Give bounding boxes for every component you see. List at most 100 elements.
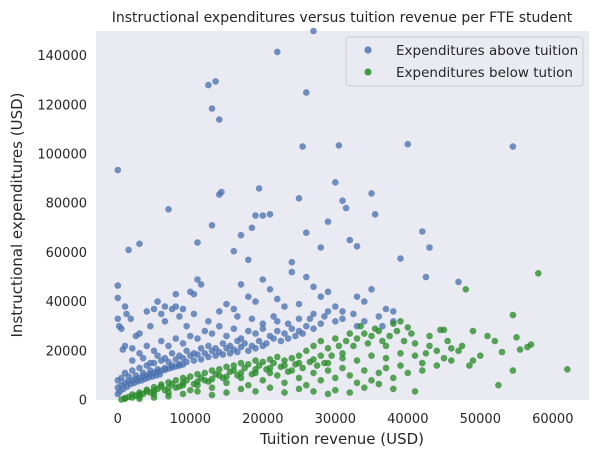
data-point (252, 388, 259, 395)
data-point (158, 381, 165, 388)
data-point (368, 332, 375, 340)
data-point (368, 377, 375, 384)
data-point (288, 325, 296, 333)
data-point (339, 364, 346, 372)
data-point (274, 318, 281, 325)
data-point (458, 342, 466, 350)
legend-marker-above (364, 46, 372, 54)
data-point (422, 350, 430, 357)
data-point (219, 340, 227, 347)
data-point (288, 258, 296, 266)
data-point (448, 357, 455, 364)
data-point (150, 305, 158, 313)
data-point (252, 330, 259, 337)
data-point (259, 358, 267, 366)
y-tick-label: 80000 (46, 197, 87, 212)
data-point (524, 343, 531, 351)
data-point (462, 286, 470, 293)
data-point (266, 369, 274, 377)
data-point (237, 231, 245, 239)
data-point (332, 335, 339, 342)
y-tick-label: 0 (79, 394, 87, 409)
data-point (274, 295, 281, 303)
data-point (361, 367, 368, 374)
data-point (136, 391, 143, 398)
data-point (274, 353, 281, 361)
data-point (234, 313, 241, 320)
data-point (564, 366, 571, 373)
chart-title: Instructional expenditures versus tuitio… (112, 10, 573, 26)
data-point (179, 381, 187, 389)
y-tick-label: 120000 (37, 98, 87, 113)
data-point (419, 359, 426, 367)
data-point (303, 229, 310, 236)
data-point (310, 325, 317, 333)
data-point (324, 359, 332, 367)
data-point (237, 359, 245, 367)
data-point (411, 340, 419, 347)
data-point (277, 337, 285, 345)
data-point (172, 377, 180, 384)
data-point (328, 352, 335, 360)
data-point (190, 290, 198, 298)
data-point (332, 386, 339, 394)
data-point (426, 332, 433, 340)
data-point (535, 270, 542, 277)
data-point (230, 247, 238, 255)
data-point (281, 303, 288, 310)
data-point (266, 286, 274, 293)
data-point (469, 357, 477, 364)
points-layer (114, 27, 571, 403)
data-point (129, 357, 136, 364)
data-point (455, 278, 462, 286)
data-point (306, 315, 314, 323)
data-point (484, 332, 491, 340)
data-point (129, 345, 136, 352)
data-point (114, 282, 122, 289)
y-ticks: 0 20000 40000 60000 80000 100000 120000 140000 (37, 49, 87, 408)
data-point (216, 366, 223, 373)
x-tick-label: 60000 (532, 412, 573, 427)
data-point (397, 350, 404, 357)
data-point (350, 310, 357, 318)
data-point (375, 369, 383, 377)
data-point (266, 384, 274, 392)
data-point (310, 388, 317, 395)
data-point (371, 211, 379, 218)
data-point (172, 303, 180, 310)
data-point (194, 351, 201, 358)
data-point (411, 352, 419, 360)
data-point (143, 386, 151, 394)
data-point (321, 313, 328, 320)
data-point (375, 313, 383, 320)
data-point (317, 377, 325, 384)
data-point (154, 352, 161, 360)
data-point (208, 222, 216, 229)
data-point (165, 384, 172, 392)
data-point (187, 332, 194, 340)
data-point (115, 322, 123, 330)
data-point (158, 310, 165, 318)
data-point (208, 384, 216, 392)
data-point (208, 105, 216, 112)
data-point (205, 318, 212, 325)
data-point (411, 388, 419, 395)
data-point (361, 318, 368, 325)
data-point (375, 380, 383, 388)
data-point (187, 386, 194, 394)
data-point (295, 374, 303, 382)
series-above-tuition (114, 27, 517, 398)
data-point (346, 372, 354, 379)
data-point (230, 305, 238, 313)
data-point (252, 298, 259, 305)
data-point (121, 303, 129, 310)
data-point (335, 342, 343, 350)
data-point (165, 379, 172, 386)
data-point (129, 391, 136, 398)
data-point (404, 324, 412, 331)
x-tick-label: 40000 (387, 412, 428, 427)
series-below-tuition (118, 270, 571, 403)
data-point (295, 195, 303, 202)
data-point (477, 352, 484, 360)
data-point (150, 387, 158, 395)
